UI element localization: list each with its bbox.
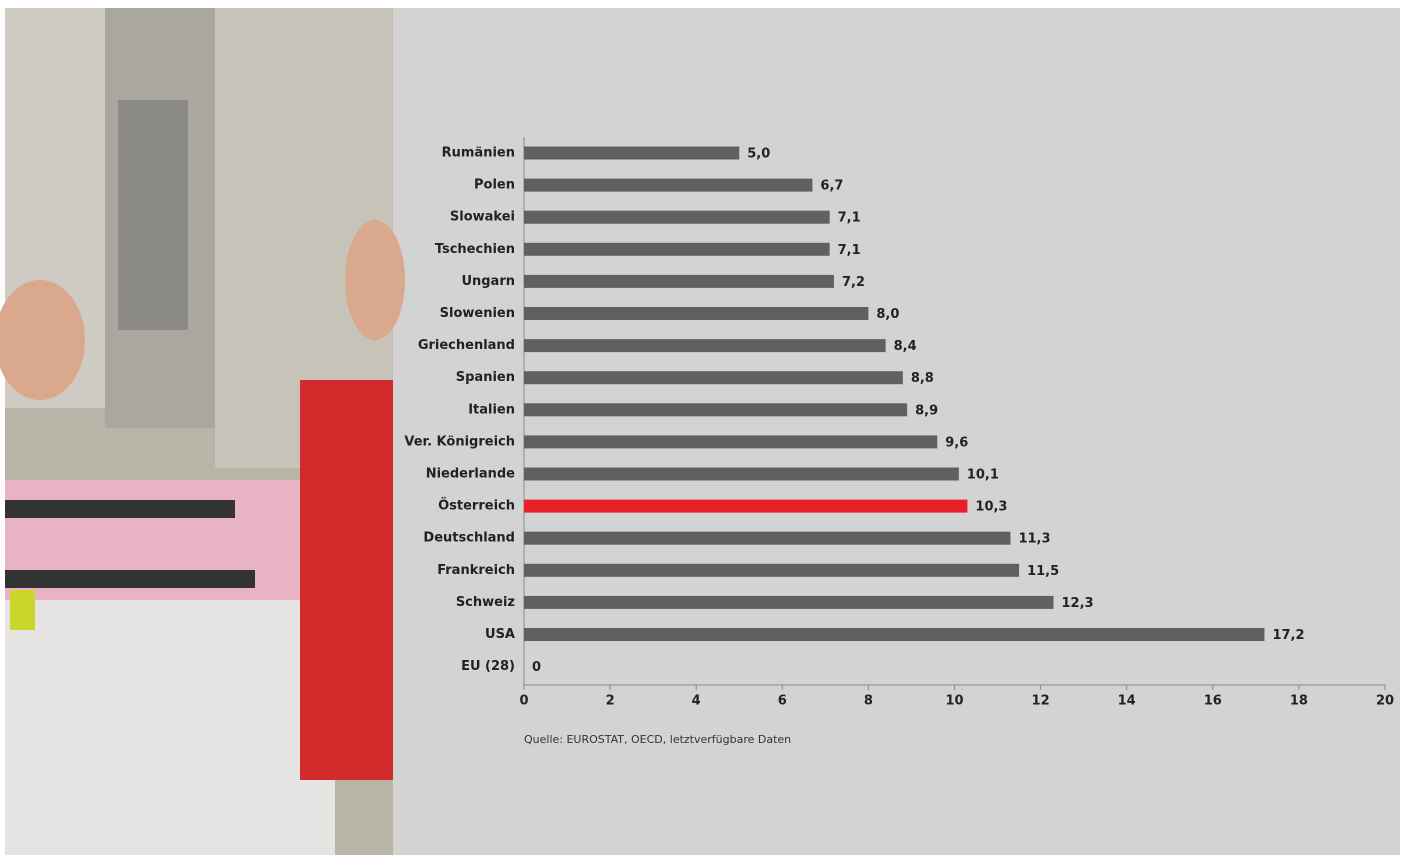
- value-label: 11,5: [1027, 564, 1059, 579]
- category-label: Schweiz: [456, 595, 515, 610]
- category-label: EU (28): [461, 659, 515, 674]
- value-label: 5,0: [747, 147, 770, 162]
- chart-panel: [393, 8, 1400, 855]
- bar: [524, 435, 938, 449]
- value-label: 17,2: [1272, 628, 1304, 643]
- bar: [524, 531, 1011, 545]
- x-tick-label: 6: [778, 694, 787, 709]
- value-label: 8,9: [915, 403, 938, 418]
- value-label: 12,3: [1062, 596, 1094, 611]
- x-tick-label: 14: [1118, 694, 1136, 709]
- category-label: Frankreich: [437, 563, 515, 578]
- value-label: 11,3: [1018, 532, 1050, 547]
- value-label: 9,6: [945, 435, 968, 450]
- bar: [524, 178, 813, 192]
- photo: [0, 8, 405, 855]
- x-tick-label: 12: [1032, 694, 1050, 709]
- category-label: Deutschland: [423, 531, 515, 546]
- category-label: Slowakei: [450, 210, 515, 225]
- x-tick-label: 10: [945, 694, 963, 709]
- bar: [524, 210, 830, 224]
- bar: [524, 371, 903, 385]
- bar: [524, 595, 1054, 609]
- category-label: Spanien: [456, 370, 515, 385]
- x-tick-label: 18: [1290, 694, 1308, 709]
- value-label: 10,1: [967, 468, 999, 483]
- category-label: Niederlande: [426, 467, 515, 482]
- value-label: 6,7: [820, 179, 843, 194]
- x-tick-label: 8: [864, 694, 873, 709]
- value-label: 8,8: [911, 371, 934, 386]
- value-label: 7,2: [842, 275, 865, 290]
- category-label: USA: [485, 627, 515, 642]
- bar: [524, 628, 1265, 641]
- category-label: Tschechien: [435, 242, 515, 257]
- category-label: Rumänien: [442, 146, 515, 161]
- value-label: 7,1: [838, 243, 861, 258]
- source-note: Quelle: EUROSTAT, OECD, letztverfügbare …: [524, 733, 791, 746]
- category-label: Österreich: [438, 498, 515, 514]
- bar: [524, 307, 869, 320]
- bar: [524, 467, 959, 481]
- x-tick-label: 4: [692, 694, 701, 709]
- category-label: Ungarn: [461, 274, 515, 289]
- category-label: Griechenland: [418, 338, 515, 353]
- bar: [524, 339, 886, 353]
- bar: [524, 403, 908, 417]
- value-label: 7,1: [838, 211, 861, 226]
- bar: [524, 274, 834, 288]
- value-label: 8,0: [876, 307, 899, 322]
- bar: [524, 242, 830, 256]
- bar: [524, 499, 968, 513]
- x-tick-label: 16: [1204, 694, 1222, 709]
- value-label: 8,4: [894, 339, 917, 354]
- x-tick-label: 0: [519, 694, 528, 709]
- category-label: Italien: [468, 402, 515, 417]
- bar: [524, 146, 740, 160]
- category-label: Polen: [474, 178, 515, 193]
- bar: [524, 563, 1020, 577]
- x-tick-label: 20: [1376, 694, 1394, 709]
- value-label: 0: [532, 660, 541, 675]
- category-label: Ver. Königreich: [404, 434, 515, 449]
- value-label: 10,3: [975, 500, 1007, 515]
- category-label: Slowenien: [440, 306, 515, 321]
- x-tick-label: 2: [606, 694, 615, 709]
